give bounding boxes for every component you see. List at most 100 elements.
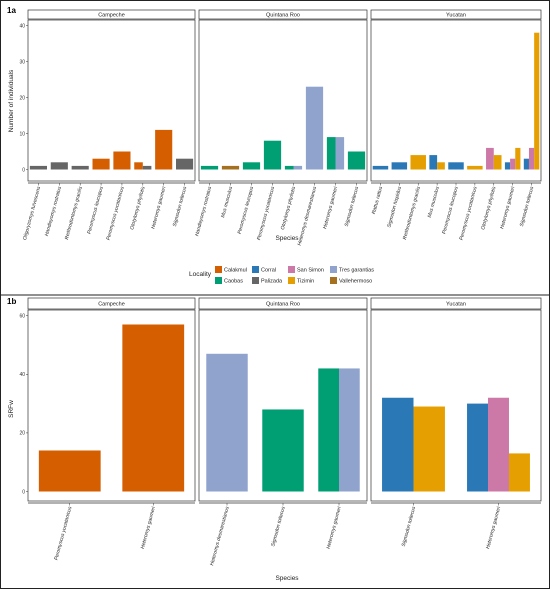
bar-peromyscus-leucopus-corral <box>448 162 464 170</box>
y-tick-label: 0 <box>22 167 25 173</box>
legend-swatch <box>288 277 295 284</box>
bar-heteromys-gaumeri-tres-garantias <box>339 368 360 492</box>
bar-heteromys-gaumeri-corral <box>467 403 489 492</box>
bar-reithrodontomys-gracilis-palizada <box>71 165 89 170</box>
facet-yucatan: Yucatan Rattus rattus Sigmodon hispidusRei… <box>370 9 542 241</box>
facet-plot-area <box>198 309 368 502</box>
bar-sigmodon-toltecus-caobas <box>262 409 304 492</box>
bar-mus-musculus-tizimin <box>437 162 445 170</box>
bar-heteromys-gaumeri-tres-garantias <box>335 137 345 170</box>
legend-label: Tres garantias <box>339 268 374 274</box>
facet-strip-label: Quintana Roo <box>266 302 300 308</box>
facet-campeche: Campeche Oligoryzomys fulvescens Handleyom… <box>22 9 196 241</box>
facet-strip <box>27 9 196 20</box>
bar-sigmodon-toltecus-tizimin <box>413 406 445 492</box>
panel-1a-ylabel: Number of individuals <box>8 69 15 132</box>
y-tick-label: 60 <box>19 314 25 320</box>
facet-yucatan: Yucatan Sigmodon toltecus Heteromys gaumer… <box>370 297 542 550</box>
legend-item-corral: Corral <box>252 266 276 274</box>
facet-plot-area <box>370 19 542 182</box>
x-tick-label: Heteromys gaumeri <box>322 185 339 230</box>
x-tick-label: Peromyscus leucopus <box>441 185 460 234</box>
legend-item-vallehermoso: Vallehermoso <box>330 277 372 285</box>
bar-ototylomys-phyllotis-tizimin <box>493 155 502 170</box>
facet-strip <box>27 297 196 310</box>
bar-heteromys-gaumeri-calakmul <box>155 129 173 170</box>
legend-label: Caobas <box>224 279 243 285</box>
facet-plot-area <box>198 19 368 182</box>
bar-heteromys-gaumeri-corral <box>504 162 511 170</box>
bar-heteromys-gaumeri-san-simon <box>510 158 516 170</box>
x-tick-label: Sigmodon toltecus <box>401 505 418 547</box>
bar-heteromys-gaumeri-tizimin <box>508 453 530 492</box>
panel-1b: 0 20 40 60 Campeche Peromyscus yucatanicus Het… <box>19 297 542 566</box>
panel-1a-label: 1a <box>7 6 16 15</box>
bar-mus-musculus-corral <box>429 155 438 170</box>
bar-heteromys-gaumeri-tizimin <box>515 147 521 170</box>
x-tick-label: Heteromys desmarestianus <box>297 185 319 246</box>
bar-oligoryzomys-fulvescens-palizada <box>29 165 47 170</box>
bar-handleyomys-rostratus-caobas <box>200 165 219 170</box>
bar-peromyscus-yucatanicus-calakmul <box>38 450 101 492</box>
legend-label: Palizada <box>261 279 283 285</box>
x-tick-label: Peromyscus yucatanicus <box>106 185 126 240</box>
x-tick-label: Heteromys gaumeri <box>326 505 343 550</box>
bar-heteromys-gaumeri-caobas <box>318 368 339 492</box>
panel-1b-xlabel: Species <box>275 575 299 582</box>
facet-strip-label: Quintana Roo <box>266 13 300 19</box>
bar-heteromys-gaumeri-calakmul <box>122 324 185 492</box>
y-tick-label: 30 <box>19 59 25 65</box>
x-tick-label: Handleyomys rostratus <box>194 185 213 236</box>
y-tick-label: 40 <box>19 372 25 378</box>
x-tick-label: Heteromys gaumeri <box>485 505 502 550</box>
chart-panels: 0 10 20 30 40 Campeche Oligoryzomys fulvescens… <box>19 9 542 566</box>
bar-sigmodon-toltecus-tizimin <box>534 32 540 170</box>
x-tick-label: Peromyscus yucatanicus <box>459 185 479 240</box>
bar-peromyscus-yucatanicus-calakmul <box>113 151 131 170</box>
facet-plot-area <box>27 309 196 502</box>
x-tick-label: Sigmodon toltecus <box>270 505 287 547</box>
x-tick-label: Sigmodon toltecus <box>519 185 536 227</box>
x-tick-label: Peromyscus leucopus <box>237 185 256 234</box>
legend-label: Corral <box>261 268 276 274</box>
legend-swatch <box>252 266 259 273</box>
bar-rattus-rattus-corral <box>372 165 389 170</box>
legend-swatch <box>330 277 337 284</box>
bar-heteromys-gaumeri-san-simon <box>488 397 509 492</box>
x-tick-label: Ototylomys phyllotis <box>280 185 297 230</box>
bar-reithrodontomys-gracilis-tizimin <box>410 155 426 170</box>
x-tick-label: Rattus rattus <box>371 185 384 214</box>
legend-item-caobas: Caobas <box>215 277 243 285</box>
legend-swatch <box>252 277 259 284</box>
facet-plot-area <box>370 309 542 502</box>
facet-strip <box>370 9 542 20</box>
facet-campeche: Campeche Peromyscus yucatanicus Heteromys … <box>27 297 196 561</box>
legend-title: Locality <box>189 271 212 278</box>
x-tick-label: Sigmodon toltecus <box>172 185 189 227</box>
x-tick-label: Peromyscus yucatanicus <box>256 185 276 240</box>
y-tick-label: 0 <box>22 489 25 495</box>
x-tick-label: Peromyscus yucatanicus <box>53 505 73 560</box>
facet-strip <box>198 297 368 310</box>
legend-label: Calakmul <box>224 268 247 274</box>
panel-1a: 0 10 20 30 40 Campeche Oligoryzomys fulvescens… <box>19 9 542 246</box>
legend: Locality Calakmul Corral San Simon Tres gar… <box>189 266 374 285</box>
bar-handleyomys-rostratus-palizada <box>50 162 68 170</box>
legend-label: Tizimin <box>297 279 314 285</box>
x-tick-label: Reithrodontomys gracilis <box>402 185 422 240</box>
legend-item-tres-garantias: Tres garantias <box>330 266 374 274</box>
legend-item-palizada: Palizada <box>252 277 283 285</box>
bar-heteromys-desmarestianus-tres-garantias <box>305 86 324 170</box>
x-tick-label: Ototylomys phyllotis <box>129 185 146 230</box>
x-tick-label: Mus musculus <box>220 185 234 218</box>
y-tick-label: 20 <box>19 431 25 437</box>
facet-strip-label: Yucatan <box>446 13 466 19</box>
bar-ototylomys-phyllotis-palizada <box>142 165 152 170</box>
bar-ototylomys-phyllotis-calakmul <box>134 162 143 170</box>
x-tick-label: Heteromys desmarestianus <box>209 505 231 566</box>
y-tick-label: 40 <box>19 23 25 29</box>
legend-swatch <box>215 277 222 284</box>
bar-peromyscus-yucatanicus-caobas <box>263 140 282 170</box>
